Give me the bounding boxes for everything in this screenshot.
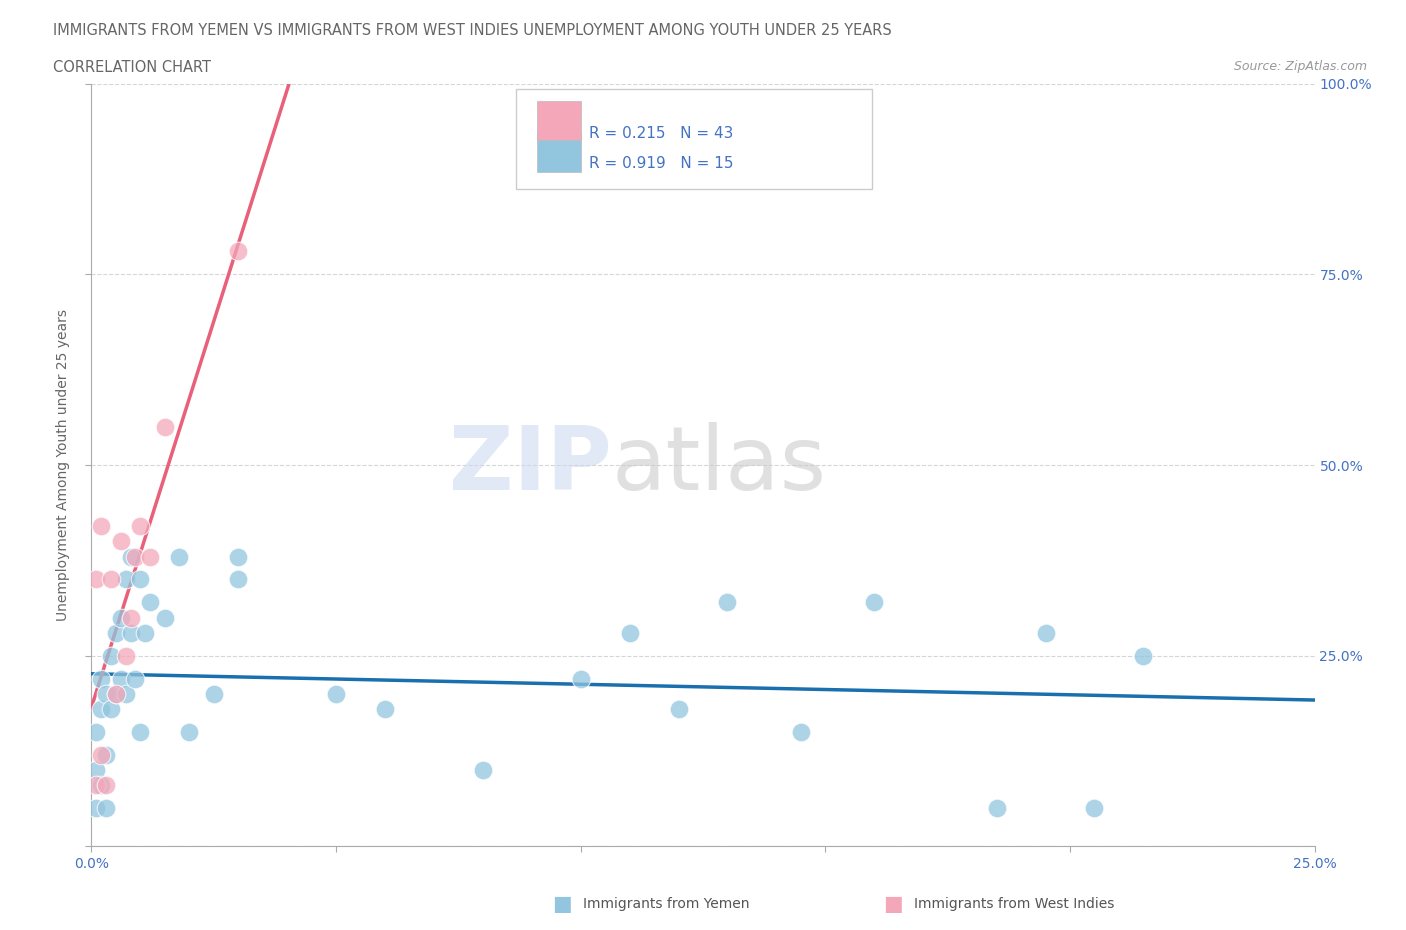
- Text: atlas: atlas: [612, 421, 827, 509]
- Text: ■: ■: [883, 894, 903, 914]
- Point: [139, 549, 162, 564]
- Point: [124, 549, 146, 564]
- Text: Immigrants from Yemen: Immigrants from Yemen: [583, 897, 749, 911]
- Point: [100, 701, 122, 716]
- Point: [134, 625, 156, 640]
- Point: [1083, 801, 1105, 816]
- Point: [471, 763, 494, 777]
- Point: [94, 777, 117, 792]
- Point: [129, 519, 152, 534]
- Text: IMMIGRANTS FROM YEMEN VS IMMIGRANTS FROM WEST INDIES UNEMPLOYMENT AMONG YOUTH UN: IMMIGRANTS FROM YEMEN VS IMMIGRANTS FROM…: [53, 23, 893, 38]
- Point: [114, 572, 136, 587]
- Point: [120, 610, 142, 625]
- Point: [226, 572, 249, 587]
- Text: Immigrants from West Indies: Immigrants from West Indies: [914, 897, 1115, 911]
- Point: [94, 801, 117, 816]
- Point: [84, 572, 107, 587]
- Point: [202, 686, 225, 701]
- Point: [110, 610, 132, 625]
- Point: [374, 701, 396, 716]
- Point: [90, 777, 112, 792]
- Point: [1035, 625, 1057, 640]
- Text: ■: ■: [553, 894, 572, 914]
- FancyBboxPatch shape: [537, 133, 581, 172]
- Point: [129, 572, 152, 587]
- Point: [90, 671, 112, 686]
- Point: [110, 534, 132, 549]
- Point: [100, 648, 122, 663]
- Point: [124, 671, 146, 686]
- Point: [94, 686, 117, 701]
- Point: [94, 748, 117, 763]
- Point: [716, 595, 738, 610]
- Point: [90, 748, 112, 763]
- Point: [104, 686, 127, 701]
- Point: [84, 777, 107, 792]
- Y-axis label: Unemployment Among Youth under 25 years: Unemployment Among Youth under 25 years: [56, 309, 70, 621]
- Point: [110, 671, 132, 686]
- Point: [1132, 648, 1154, 663]
- Point: [226, 549, 249, 564]
- Point: [863, 595, 886, 610]
- Point: [129, 724, 152, 739]
- Text: Source: ZipAtlas.com: Source: ZipAtlas.com: [1233, 60, 1367, 73]
- Point: [153, 419, 176, 434]
- Point: [84, 724, 107, 739]
- Point: [104, 625, 127, 640]
- Text: CORRELATION CHART: CORRELATION CHART: [53, 60, 211, 75]
- Point: [114, 686, 136, 701]
- FancyBboxPatch shape: [516, 89, 872, 189]
- Point: [84, 801, 107, 816]
- Point: [668, 701, 690, 716]
- Point: [84, 763, 107, 777]
- Text: ZIP: ZIP: [449, 421, 612, 509]
- Point: [90, 701, 112, 716]
- Point: [986, 801, 1008, 816]
- Point: [169, 549, 191, 564]
- Point: [114, 648, 136, 663]
- Point: [569, 671, 592, 686]
- Point: [90, 519, 112, 534]
- Point: [153, 610, 176, 625]
- FancyBboxPatch shape: [537, 100, 581, 140]
- Point: [179, 724, 201, 739]
- Point: [120, 549, 142, 564]
- Text: R = 0.215   N = 43: R = 0.215 N = 43: [589, 126, 734, 140]
- Point: [325, 686, 347, 701]
- Point: [790, 724, 813, 739]
- Text: R = 0.919   N = 15: R = 0.919 N = 15: [589, 156, 734, 171]
- Point: [619, 625, 641, 640]
- Point: [226, 244, 249, 259]
- Point: [139, 595, 162, 610]
- Point: [100, 572, 122, 587]
- Point: [120, 625, 142, 640]
- Point: [104, 686, 127, 701]
